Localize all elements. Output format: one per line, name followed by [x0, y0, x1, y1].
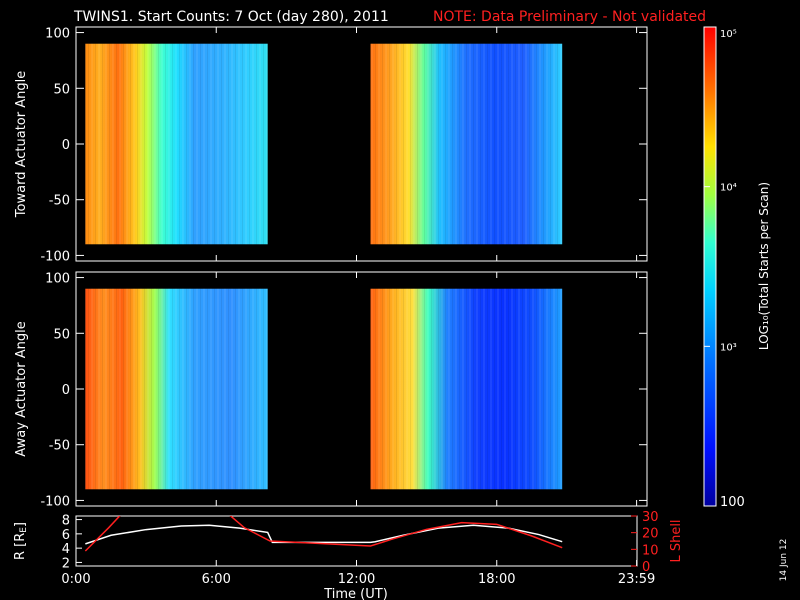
l-shell-tick-label: 0 — [642, 560, 650, 575]
l-shell-tick-label: 10 — [642, 543, 659, 558]
y-tick-label: 0 — [62, 383, 70, 398]
away-angle-panel: 100 50 0 -50 -100 Away Actuator Angle — [14, 271, 648, 509]
colorbar: 10⁵ 10⁴ 10³ 100 LOG₁₀(Total Starts per Scan… — [703, 26, 771, 510]
y-tick-label: -100 — [40, 249, 70, 264]
time-tick-label: 6:00 — [202, 572, 231, 587]
y-tick-label: -50 — [49, 194, 70, 209]
colorbar-ticks: 10⁵ 10⁴ 10³ 100 — [704, 26, 745, 510]
chart-note: NOTE: Data Preliminary - Not validated — [433, 9, 706, 25]
y-tick-label: 100 — [45, 272, 70, 287]
date-stamp: 14 Jun 12 — [779, 539, 789, 582]
y-axis-label: Toward Actuator Angle — [14, 71, 29, 218]
heatmap-block-1-texture — [85, 43, 268, 245]
r-tick-label: 4 — [62, 542, 70, 557]
y-tick-label: 100 — [45, 27, 70, 42]
y-tick-label: -100 — [40, 494, 70, 509]
y-tick-label: 0 — [62, 138, 70, 153]
colorbar-tick-label: 10⁵ — [720, 29, 737, 40]
y-axis-ticks: 100 50 0 -50 -100 — [40, 272, 647, 509]
heatmap-block-2-texture — [370, 288, 563, 490]
y-tick-label: 50 — [53, 82, 70, 97]
r-tick-label: 2 — [62, 556, 70, 571]
y-tick-label: 50 — [53, 327, 70, 342]
l-shell-axis-label: L Shell — [669, 519, 684, 562]
y-tick-label: -50 — [49, 439, 70, 454]
toward-angle-panel: 100 50 0 -50 -100 Toward Actuator Angle — [14, 26, 648, 264]
l-shell-tick-label: 20 — [642, 527, 659, 542]
time-tick-label: 18:00 — [478, 572, 515, 587]
l-shell-tick-label: 30 — [642, 510, 659, 525]
colorbar-tick-label: 100 — [720, 495, 745, 510]
l-shell-series-line — [84, 516, 563, 552]
colorbar-tick-label: 10⁴ — [720, 183, 737, 194]
x-axis-ticks — [75, 27, 638, 261]
time-tick-label: 0:00 — [61, 572, 90, 587]
r-tick-label: 8 — [62, 514, 70, 529]
r-axis-label: R [RE] — [13, 522, 29, 560]
orbit-lines — [84, 516, 563, 552]
r-tick-label: 6 — [62, 528, 70, 543]
colorbar-label: LOG₁₀(Total Starts per Scan) — [757, 182, 771, 350]
colorbar-tick-label: 10³ — [720, 342, 737, 353]
time-tick-label: 23:59 — [618, 572, 655, 587]
y-axis-ticks: 100 50 0 -50 -100 — [40, 27, 647, 264]
time-axis-ticks: 0:00 6:00 12:00 18:00 23:59 — [61, 560, 655, 587]
heatmap-block-1-texture — [85, 288, 268, 490]
panel-frame — [75, 515, 638, 567]
chart-title: TWINS1. Start Counts: 7 Oct (day 280), 2… — [73, 9, 389, 25]
heatmap-block-2-texture — [370, 43, 563, 245]
r-series-line — [85, 524, 563, 545]
colorbar-gradient — [704, 27, 716, 506]
y-axis-label: Away Actuator Angle — [14, 321, 29, 456]
time-tick-label: 12:00 — [338, 572, 375, 587]
x-axis-ticks — [75, 272, 638, 506]
x-axis-label: Time (UT) — [323, 587, 388, 600]
